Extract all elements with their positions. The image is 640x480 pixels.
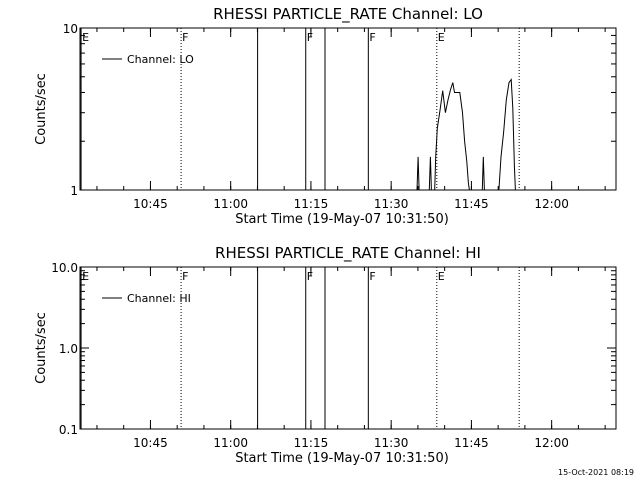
panel1-xtick-label: 10:45 [133, 197, 168, 211]
panel1-event-flag: F [182, 31, 188, 44]
panel1-y-axis-label: Counts/sec [34, 73, 49, 145]
panel2-event-flag: F [182, 270, 188, 283]
panel2-xtick-label: 10:45 [133, 436, 168, 450]
panel1-xtick-label: 12:00 [534, 197, 569, 211]
panel1-event-flag: E [82, 31, 89, 44]
panel2-xtick-label: 12:00 [534, 436, 569, 450]
panel2-x-axis-label: Start Time (19-May-07 10:31:50) [235, 451, 449, 466]
panel1-xtick-label: 11:45 [454, 197, 489, 211]
panel2-event-flag: E [438, 270, 445, 283]
panel1-xtick-label: 11:00 [213, 197, 248, 211]
panel1-title: RHESSI PARTICLE_RATE Channel: LO [213, 5, 483, 24]
panel2-ytick-label: 0.1 [59, 423, 78, 437]
panel1-series-line [416, 156, 420, 191]
panel1-xtick-label: 11:30 [374, 197, 409, 211]
panel2-title: RHESSI PARTICLE_RATE Channel: HI [215, 244, 481, 263]
panel1-event-flag: E [438, 31, 445, 44]
panel2-xtick-label: 11:45 [454, 436, 489, 450]
panel1-event-flag: F [307, 31, 313, 44]
panel2-legend-label: Channel: HI [127, 292, 191, 305]
panel1-x-axis-label: Start Time (19-May-07 10:31:50) [235, 212, 449, 227]
panel1-series-line [481, 156, 485, 191]
panel1-xtick-label: 11:15 [294, 197, 329, 211]
panel2-xtick-label: 11:15 [294, 436, 329, 450]
panel2-y-axis-label: Counts/sec [34, 312, 49, 384]
panel1-series-line [428, 156, 432, 191]
panel1-event-flag: F [369, 31, 375, 44]
panel1-ytick-label: 1 [70, 184, 78, 198]
panel1-plot-frame [79, 27, 617, 191]
panel2-event-flag: F [307, 270, 313, 283]
footer-stamp: 15-Oct-2021 08:19 [558, 468, 634, 477]
panel1-series-line [498, 78, 516, 191]
panel2-event-flag: E [82, 270, 89, 283]
panel2-xtick-label: 11:30 [374, 436, 409, 450]
panel1-series-line [434, 82, 470, 191]
panel2-ytick-label: 1.0 [59, 342, 78, 356]
panel2-ytick-label: 10.0 [51, 261, 78, 275]
panel1-legend-label: Channel: LO [127, 53, 194, 66]
panel2-xtick-label: 11:00 [213, 436, 248, 450]
panel2-event-flag: F [369, 270, 375, 283]
panel1-ytick-label: 10 [63, 22, 78, 36]
